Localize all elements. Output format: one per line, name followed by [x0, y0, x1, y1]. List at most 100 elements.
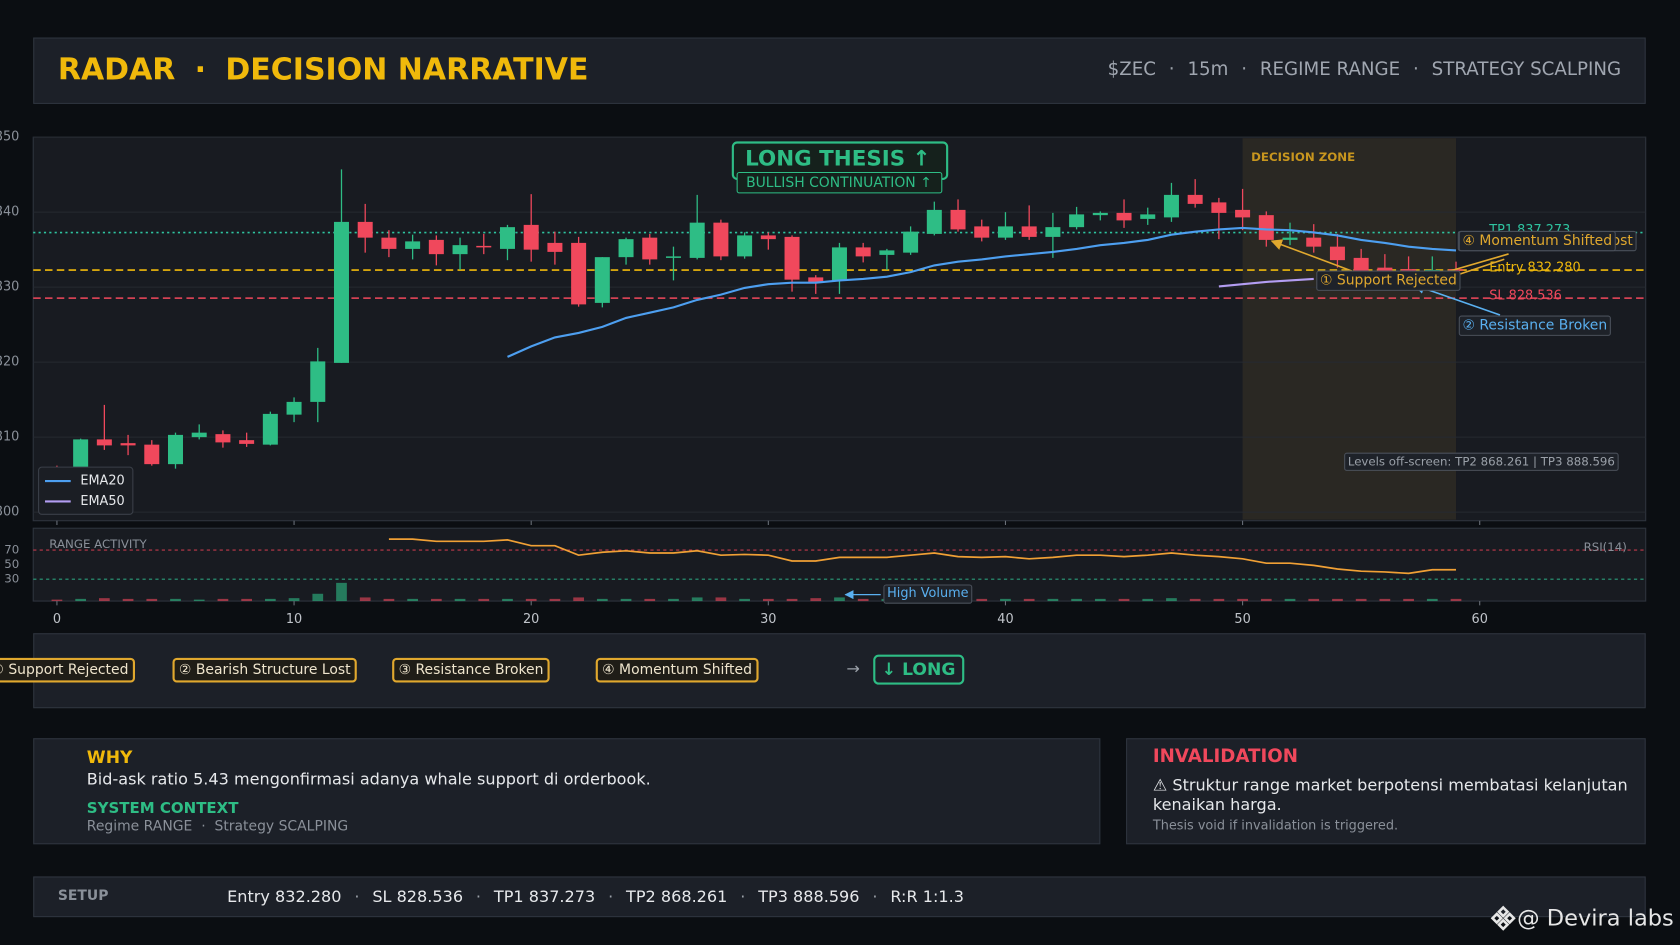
- candle-body: [381, 237, 397, 249]
- setup-title: SETUP: [57, 888, 109, 905]
- candle-body: [428, 239, 444, 255]
- candle-body: [760, 235, 776, 240]
- candle-body: [476, 245, 492, 248]
- level-label: Entry 832.280: [1489, 260, 1580, 275]
- candle-body: [499, 227, 515, 249]
- volume-bar: [1213, 598, 1225, 602]
- volume-bar: [620, 598, 632, 602]
- volume-bar: [383, 598, 395, 602]
- candle-body: [1258, 215, 1274, 240]
- volume-bar: [146, 598, 158, 602]
- line-0: [388, 538, 1457, 575]
- invalidation-text: ⚠ Struktur range market berpotensi memba…: [1152, 775, 1628, 815]
- volume-bar: [1118, 598, 1130, 602]
- chain-step: ② Bearish Structure Lost: [172, 657, 358, 683]
- candle-body: [357, 221, 373, 238]
- volume-bar: [1308, 598, 1320, 602]
- separator: ·: [194, 51, 207, 87]
- volume-bar: [1450, 598, 1462, 602]
- callout-arrow: [1270, 239, 1353, 272]
- candle-body: [950, 209, 966, 230]
- volume-bar: [241, 598, 252, 602]
- separator: ·: [1413, 58, 1419, 81]
- x-tick-label: 30: [760, 612, 776, 627]
- separator: ·: [872, 887, 878, 907]
- chain-arrow: →: [846, 658, 860, 679]
- volume-bar: [359, 597, 371, 602]
- line-1: [1218, 277, 1314, 288]
- candle-body: [571, 242, 587, 305]
- volume-bar: [1000, 598, 1011, 602]
- y-tick-label: 840: [0, 205, 19, 220]
- candle-body: [215, 434, 231, 443]
- volume-bar: [549, 598, 561, 602]
- chain-step: ④ Momentum Shifted: [595, 657, 759, 683]
- separator: ·: [608, 887, 614, 907]
- separator: ·: [1241, 58, 1248, 81]
- note-box: [883, 584, 973, 604]
- why-title: WHY: [86, 746, 133, 768]
- candle-body: [1092, 212, 1108, 216]
- offscreen-note: Levels off-screen: TP2 868.261 | TP3 888…: [1348, 454, 1615, 469]
- y-tick-label: 810: [0, 430, 19, 445]
- volume-bar: [288, 598, 300, 602]
- separator: ·: [354, 887, 360, 907]
- chain-outcome: ↓ LONG: [873, 654, 965, 685]
- level-label: SL 828.536: [1489, 288, 1562, 303]
- setup-item: R:R 1:1.3: [890, 887, 964, 907]
- note-box: [1344, 452, 1619, 471]
- volume-bar: [502, 598, 513, 602]
- candle-body: [1069, 214, 1085, 228]
- volume-bar: [573, 597, 584, 602]
- candle-body: [73, 439, 89, 468]
- volume-bar: [430, 598, 442, 602]
- x-tick-label: 20: [523, 612, 539, 627]
- volume-bar: [51, 599, 63, 602]
- candle-body: [1021, 226, 1037, 237]
- candle-body: [642, 237, 658, 260]
- volume-bar: [668, 598, 679, 602]
- invalidation-title: INVALIDATION: [1152, 745, 1298, 768]
- x-tick-label: 0: [53, 612, 61, 627]
- volume-bar: [976, 598, 988, 602]
- strategy: STRATEGY SCALPING: [1431, 58, 1622, 81]
- setup-item: SL 828.536: [372, 887, 464, 907]
- setup-item: Entry 832.280: [227, 887, 342, 907]
- y-tick-label: 800: [0, 505, 19, 520]
- y-tick-label: 50: [4, 557, 19, 571]
- volume-bar: [1023, 598, 1035, 602]
- volume-bar: [715, 597, 727, 602]
- why-panel: WHY Bid-ask ratio 5.43 mengonfirmasi ada…: [33, 738, 1101, 845]
- candle-body: [1045, 227, 1061, 237]
- context-title: SYSTEM CONTEXT: [86, 800, 239, 818]
- volume-bar: [691, 597, 703, 602]
- setup-item: TP2 868.261: [626, 887, 728, 907]
- header-meta: $ZEC · 15m · REGIME RANGE · STRATEGY SCALPING: [1108, 59, 1621, 80]
- header: RADAR · DECISION NARRATIVE $ZEC · 15m · REGIME…: [33, 37, 1646, 104]
- volume-bar: [336, 582, 347, 602]
- timeframe: 15m: [1187, 58, 1229, 81]
- candle-body: [239, 440, 255, 444]
- chain-step: ① Support Rejected: [0, 657, 135, 683]
- volume-bar: [75, 598, 86, 602]
- y-tick-label: 850: [0, 130, 19, 145]
- candle-body: [167, 434, 183, 465]
- sub-title: RANGE ACTIVITY: [49, 537, 147, 551]
- candle-body: [286, 401, 302, 415]
- volume-bar: [312, 593, 324, 602]
- volume-bar: [1355, 598, 1367, 602]
- volume-bar: [1284, 598, 1296, 602]
- decision-zone-label: DECISION ZONE: [1251, 150, 1355, 164]
- setup-items: Entry 832.280 · SL 828.536 · TP1 837.273 · TP2…: [227, 887, 964, 906]
- candle-body: [831, 247, 847, 281]
- volume-bar: [525, 598, 537, 602]
- candle-body: [737, 235, 753, 257]
- volume-bar: [1094, 598, 1106, 602]
- legend-label: EMA20: [80, 474, 124, 489]
- volume-bar: [1260, 598, 1272, 602]
- candle-body: [784, 236, 800, 280]
- candle-body: [879, 250, 895, 255]
- watermark: @ Devira labs: [1489, 904, 1674, 932]
- volume-bar: [834, 597, 845, 602]
- candle-body: [191, 432, 207, 438]
